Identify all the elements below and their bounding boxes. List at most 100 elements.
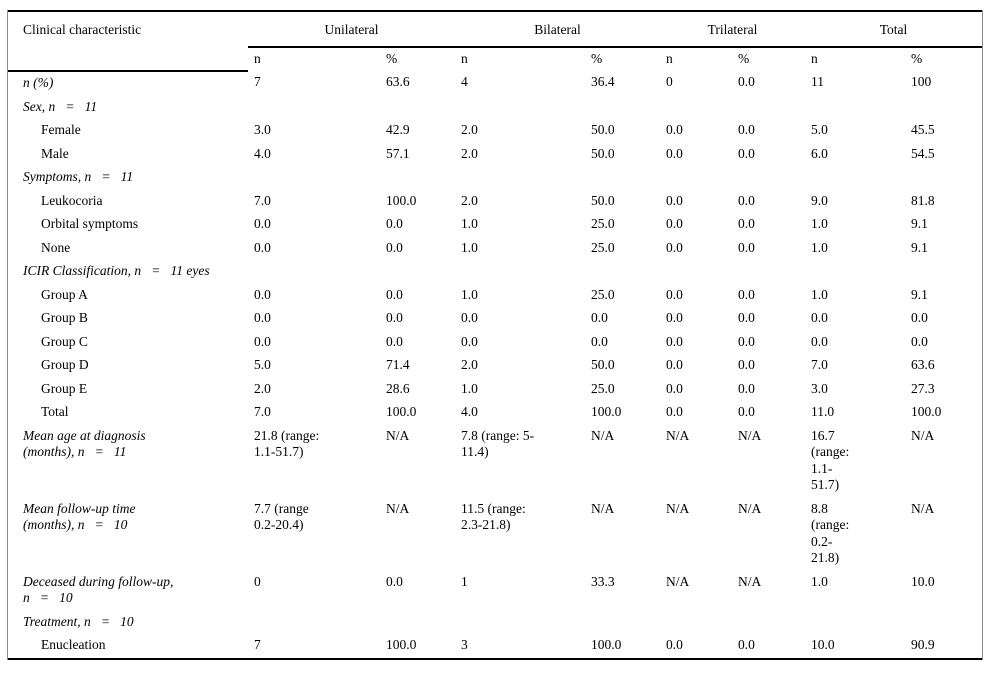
- table-cell: 1: [461, 573, 468, 589]
- row-label: None: [41, 239, 71, 255]
- row-label: Group B: [41, 310, 88, 325]
- table-cell: N/A: [666, 427, 690, 443]
- table-cell: 0.0: [386, 573, 403, 589]
- table-cell: 4.0: [461, 404, 478, 419]
- table-cell: 100.0: [386, 404, 417, 419]
- group-header-row: Clinical characteristic Unilateral Bilate…: [8, 11, 983, 72]
- row-label: Mean follow-up time (months), n = 10: [23, 500, 136, 533]
- subheader-n: n: [811, 50, 818, 66]
- column-header-clinical-characteristic: Clinical characteristic: [8, 11, 248, 72]
- table-cell: 42.9: [386, 122, 410, 137]
- table-cell: 4: [461, 74, 468, 89]
- table-cell: 0.0: [666, 357, 683, 372]
- table-cell: 0.0: [254, 239, 271, 255]
- row-label: Deceased during follow-up, n = 10: [23, 573, 174, 606]
- row-label: ICIR Classification, n = 11 eyes: [23, 263, 210, 278]
- table-cell: 36.4: [591, 74, 615, 89]
- table-cell: 1.0: [811, 216, 828, 231]
- table-cell: 25.0: [591, 239, 615, 255]
- table-cell: N/A: [738, 427, 762, 443]
- table-cell: 0.0: [666, 333, 683, 349]
- table-cell: 27.3: [911, 380, 935, 396]
- subheader-n: n: [254, 50, 261, 66]
- table-cell: 0.0: [666, 310, 683, 325]
- table-cell: 57.1: [386, 145, 410, 161]
- table-cell: 50.0: [591, 192, 615, 208]
- row-label: Sex, n = 11: [23, 98, 98, 114]
- table-row: Group D 5.0 71.4 2.0 50.0 0.0 0.0 7.0 63.6: [8, 354, 982, 378]
- table-cell: 100.0: [386, 192, 417, 208]
- table-cell: 0.0: [666, 239, 683, 255]
- row-label: Enucleation: [41, 637, 106, 652]
- table-cell: 71.4: [386, 357, 410, 372]
- table-cell: 7.0: [811, 357, 828, 372]
- table-cell: 1.0: [811, 573, 828, 589]
- table-cell: 0.0: [811, 333, 828, 349]
- table-cell: 16.7 (range: 1.1- 51.7): [811, 427, 850, 493]
- table-cell: 2.0: [254, 380, 271, 396]
- table-cell: 6.0: [811, 145, 828, 161]
- table-cell: 63.6: [386, 74, 410, 89]
- table-cell: 0.0: [591, 333, 608, 349]
- table-cell: 0.0: [738, 239, 755, 255]
- row-label: Group C: [41, 333, 88, 349]
- table-cell: 7: [254, 74, 261, 89]
- table-cell: 3.0: [811, 380, 828, 396]
- table-cell: 54.5: [911, 145, 935, 161]
- table-cell: 100: [911, 74, 932, 89]
- row-label: Group D: [41, 357, 89, 372]
- table-cell: 0.0: [386, 216, 403, 231]
- table-cell: 0.0: [386, 286, 403, 302]
- subheader-pct: %: [591, 50, 603, 66]
- table-cell: 0.0: [911, 310, 928, 325]
- table-cell: 1.0: [461, 380, 478, 396]
- table-cell: 0.0: [461, 310, 478, 325]
- group-header-unilateral: Unilateral: [248, 11, 456, 48]
- row-label: Group A: [41, 286, 88, 302]
- table-cell: 1.0: [461, 286, 478, 302]
- table-cell: 0.0: [386, 310, 403, 325]
- table-cell: 2.0: [461, 192, 478, 208]
- table-cell: 1.0: [461, 216, 478, 231]
- table-cell: 0.0: [666, 380, 683, 396]
- table-cell: 33.3: [591, 573, 615, 589]
- table-cell: 0.0: [254, 286, 271, 302]
- table-cell: N/A: [911, 500, 935, 516]
- table-cell: 5.0: [254, 357, 271, 372]
- table-cell: N/A: [386, 427, 410, 443]
- table-row: Group A 0.0 0.0 1.0 25.0 0.0 0.0 1.0 9.1: [8, 284, 982, 308]
- table-cell: 9.0: [811, 192, 828, 208]
- table-row: n (%) 7 63.6 4 36.4 0 0.0 11 100: [8, 71, 982, 96]
- table-cell: N/A: [911, 427, 935, 443]
- table-cell: 28.6: [386, 380, 410, 396]
- table-cell: 0.0: [386, 333, 403, 349]
- table-cell: 0.0: [254, 310, 271, 325]
- table-cell: 21.8 (range: 1.1-51.7): [254, 427, 320, 460]
- table-cell: 0.0: [666, 404, 683, 419]
- table-cell: 0.0: [386, 239, 403, 255]
- table-cell: N/A: [666, 573, 690, 589]
- table-cell: 0.0: [738, 404, 755, 419]
- table-cell: 0.0: [911, 333, 928, 349]
- table-cell: 10.0: [911, 573, 935, 589]
- table-cell: 11.5 (range: 2.3-21.8): [461, 500, 526, 533]
- table-cell: 90.9: [911, 637, 935, 652]
- table-row: Enucleation 7 100.0 3 100.0 0.0 0.0 10.0 90.9: [8, 634, 982, 659]
- row-label: Symptoms, n = 11: [23, 169, 134, 184]
- row-label: Female: [41, 122, 81, 137]
- row-label: n (%): [23, 75, 54, 90]
- table-cell: 1.0: [811, 239, 828, 255]
- table-cell: 0.0: [738, 357, 755, 372]
- table-cell: N/A: [591, 500, 615, 516]
- table-row: Group E 2.0 28.6 1.0 25.0 0.0 0.0 3.0 27.3: [8, 378, 982, 402]
- table-cell: 9.1: [911, 216, 928, 231]
- table-row: Group B 0.0 0.0 0.0 0.0 0.0 0.0 0.0 0.0: [8, 307, 982, 331]
- table-cell: 100.0: [911, 404, 942, 419]
- table-row: Treatment, n = 10: [8, 611, 982, 635]
- subheader-n: n: [666, 50, 673, 66]
- table-row: Orbital symptoms 0.0 0.0 1.0 25.0 0.0 0.0 1.0 9.…: [8, 213, 982, 237]
- table-cell: 7: [254, 637, 261, 652]
- table-row: None 0.0 0.0 1.0 25.0 0.0 0.0 1.0 9.1: [8, 237, 982, 261]
- table-cell: 0.0: [738, 74, 755, 89]
- table-cell: 2.0: [461, 122, 478, 137]
